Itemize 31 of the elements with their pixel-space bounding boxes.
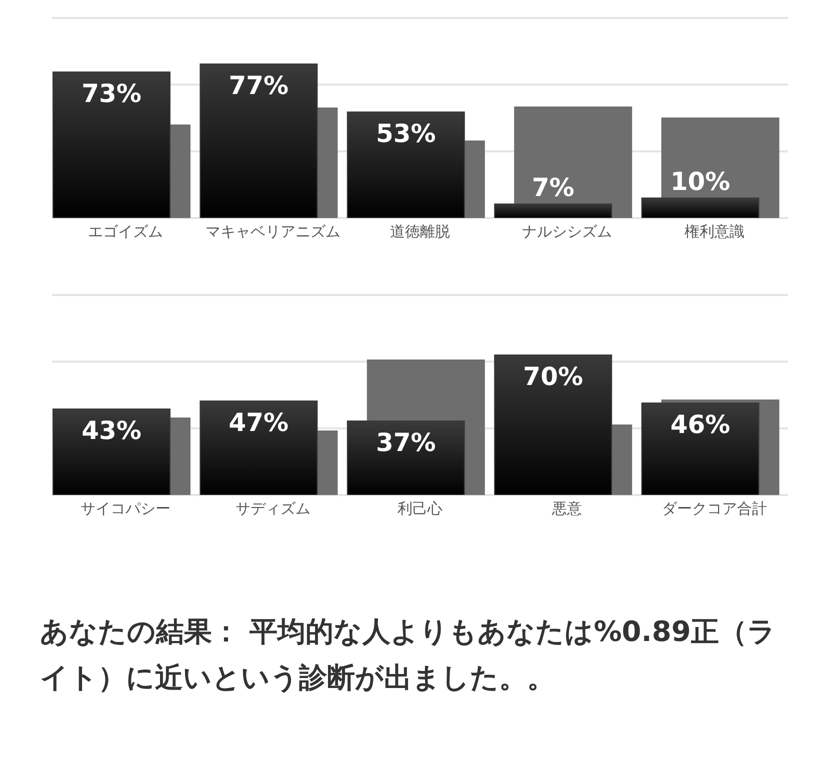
data-label: 77% [228,71,289,100]
bar [641,402,760,495]
data-label: 10% [670,167,730,196]
x-tick-label: 利己心 [398,500,442,518]
data-label: 53% [376,119,436,148]
bar [346,112,465,218]
data-label: 70% [523,362,584,391]
data-label: 7% [532,173,574,202]
bar [346,420,465,495]
x-tick-label: 道徳離脱 [390,222,450,241]
data-label: 47% [228,408,289,437]
x-tick-label: サイコパシー [80,500,171,518]
bar [494,354,612,495]
bar [200,400,318,495]
x-tick-label: 権利意識 [684,222,744,241]
x-tick-label: エゴイズム [88,222,164,241]
bar [494,204,612,218]
x-tick-label: 悪意 [551,500,582,518]
x-tick-label: マキャベリアニズム [205,222,340,241]
data-label: 37% [376,428,436,457]
data-label: 46% [670,410,730,439]
text: あなたの結果： 平均的な人よりもあなたは%0.89正（ライト）に近いという診断が出ました。。 [40,614,777,696]
x-tick-label: サディズム [235,500,310,518]
data-label: 43% [82,416,142,445]
x-tick-label: ダークコア合計 [662,500,767,518]
bar [641,198,760,218]
bar [52,72,170,218]
bar [200,64,318,218]
bar [52,408,170,495]
data-label: 73% [82,79,142,108]
x-tick-label: ナルシシズム [522,222,612,241]
